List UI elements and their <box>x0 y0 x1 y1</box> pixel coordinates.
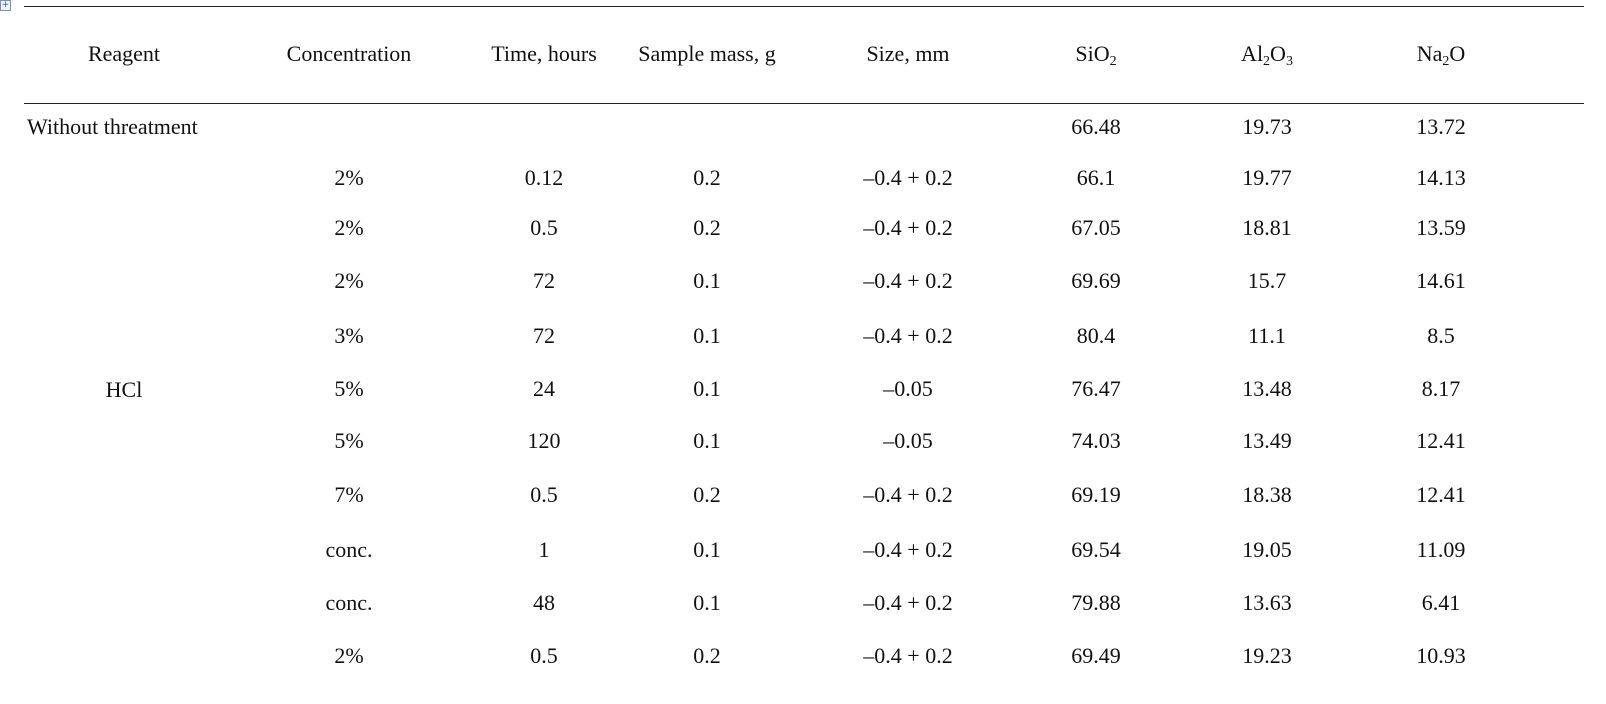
al2o3-cell: 15.7 <box>1247 268 1287 293</box>
time-cell: 0.5 <box>530 482 558 507</box>
sio2-cell: 69.69 <box>1071 268 1121 293</box>
mass-cell: 0.1 <box>693 268 721 293</box>
al-subscript: 2 <box>1263 54 1271 69</box>
concentration-cell: 5% <box>334 376 364 401</box>
sio2-cell: 66.1 <box>1076 165 1116 190</box>
sio2-cell: 74.03 <box>1071 428 1121 453</box>
untreated-sio2: 66.48 <box>1071 114 1121 139</box>
sio2-cell: 76.47 <box>1071 376 1121 401</box>
header-na2o: Na2O <box>1417 39 1466 69</box>
untreated-na2o: 13.72 <box>1416 114 1466 139</box>
sio2-subscript: 2 <box>1109 54 1117 69</box>
al2o3-cell: 13.63 <box>1242 590 1292 615</box>
time-cell: 72 <box>533 268 555 293</box>
al2o3-cell: 13.48 <box>1242 376 1292 401</box>
size-cell: –0.4 + 0.2 <box>863 537 953 562</box>
time-cell: 0.12 <box>524 165 564 190</box>
al2o3-cell: 19.77 <box>1242 165 1292 190</box>
al2o3-cell: 18.38 <box>1242 482 1292 507</box>
header-size: Size, mm <box>866 41 950 66</box>
header-al2o3: Al2O3 <box>1241 39 1293 69</box>
untreated-label: Without threatment <box>27 114 198 139</box>
mass-cell: 0.1 <box>693 376 721 401</box>
mass-cell: 0.2 <box>693 215 721 240</box>
header-sio2: SiO2 <box>1075 39 1116 69</box>
concentration-cell: 2% <box>334 165 364 190</box>
concentration-cell: 7% <box>334 482 364 507</box>
al2o3-cell: 19.05 <box>1242 537 1292 562</box>
time-cell: 48 <box>533 590 555 615</box>
size-cell: –0.4 + 0.2 <box>863 323 953 348</box>
sio2-cell: 69.54 <box>1071 537 1121 562</box>
size-cell: –0.4 + 0.2 <box>863 268 953 293</box>
sio2-cell: 79.88 <box>1071 590 1121 615</box>
na2o-cell: 11.09 <box>1416 537 1466 562</box>
size-cell: –0.05 <box>883 376 933 401</box>
size-cell: –0.4 + 0.2 <box>863 482 953 507</box>
na2o-cell: 14.61 <box>1416 268 1466 293</box>
na2o-cell: 12.41 <box>1416 482 1466 507</box>
al-symbol: Al <box>1241 41 1264 66</box>
size-cell: –0.4 + 0.2 <box>863 643 953 668</box>
sio2-cell: 80.4 <box>1076 323 1116 348</box>
header-reagent: Reagent <box>87 41 161 66</box>
mass-cell: 0.1 <box>693 428 721 453</box>
na2o-cell: 13.59 <box>1416 215 1466 240</box>
concentration-cell: 2% <box>334 643 364 668</box>
al2o3-cell: 11.1 <box>1248 323 1286 348</box>
mass-cell: 0.1 <box>693 323 721 348</box>
na-o-symbol: O <box>1449 41 1466 66</box>
sio2-cell: 69.49 <box>1071 643 1121 668</box>
size-cell: –0.4 + 0.2 <box>863 590 953 615</box>
size-cell: –0.05 <box>883 428 933 453</box>
sio2-cell: 67.05 <box>1071 215 1121 240</box>
table-move-handle-icon[interactable]: + <box>0 0 11 11</box>
mass-cell: 0.2 <box>693 482 721 507</box>
concentration-cell: 3% <box>334 323 364 348</box>
time-cell: 120 <box>527 428 561 453</box>
na2o-cell: 12.41 <box>1416 428 1466 453</box>
untreated-al2o3: 19.73 <box>1242 114 1292 139</box>
na-subscript: 2 <box>1442 54 1450 69</box>
time-cell: 24 <box>533 376 555 401</box>
na-symbol: Na <box>1416 41 1443 66</box>
concentration-cell: conc. <box>325 590 373 615</box>
al2o3-cell: 13.49 <box>1242 428 1292 453</box>
na2o-cell: 8.5 <box>1427 323 1455 348</box>
al2o3-cell: 18.81 <box>1242 215 1292 240</box>
time-cell: 72 <box>533 323 555 348</box>
concentration-cell: 5% <box>334 428 364 453</box>
header-concentration: Concentration <box>286 41 412 66</box>
concentration-cell: conc. <box>325 537 373 562</box>
header-sample-mass: Sample mass, g <box>638 41 776 66</box>
reagent-hcl-label: HCl <box>105 377 143 402</box>
time-cell: 1 <box>538 537 550 562</box>
na2o-cell: 6.41 <box>1421 590 1461 615</box>
size-cell: –0.4 + 0.2 <box>863 215 953 240</box>
na2o-cell: 8.17 <box>1421 376 1461 401</box>
mass-cell: 0.2 <box>693 165 721 190</box>
time-cell: 0.5 <box>530 215 558 240</box>
header-time: Time, hours <box>491 41 597 66</box>
time-cell: 0.5 <box>530 643 558 668</box>
concentration-cell: 2% <box>334 215 364 240</box>
o-subscript: 3 <box>1285 54 1293 69</box>
al2o3-cell: 19.23 <box>1242 643 1292 668</box>
sio2-cell: 69.19 <box>1071 482 1121 507</box>
na2o-cell: 10.93 <box>1416 643 1466 668</box>
mass-cell: 0.1 <box>693 537 721 562</box>
o-symbol: O <box>1270 41 1286 66</box>
size-cell: –0.4 + 0.2 <box>863 165 953 190</box>
mass-cell: 0.1 <box>693 590 721 615</box>
na2o-cell: 14.13 <box>1416 165 1466 190</box>
concentration-cell: 2% <box>334 268 364 293</box>
sio2-symbol: SiO <box>1075 41 1110 66</box>
mass-cell: 0.2 <box>693 643 721 668</box>
top-rule <box>24 6 1584 7</box>
header-rule <box>24 103 1584 104</box>
